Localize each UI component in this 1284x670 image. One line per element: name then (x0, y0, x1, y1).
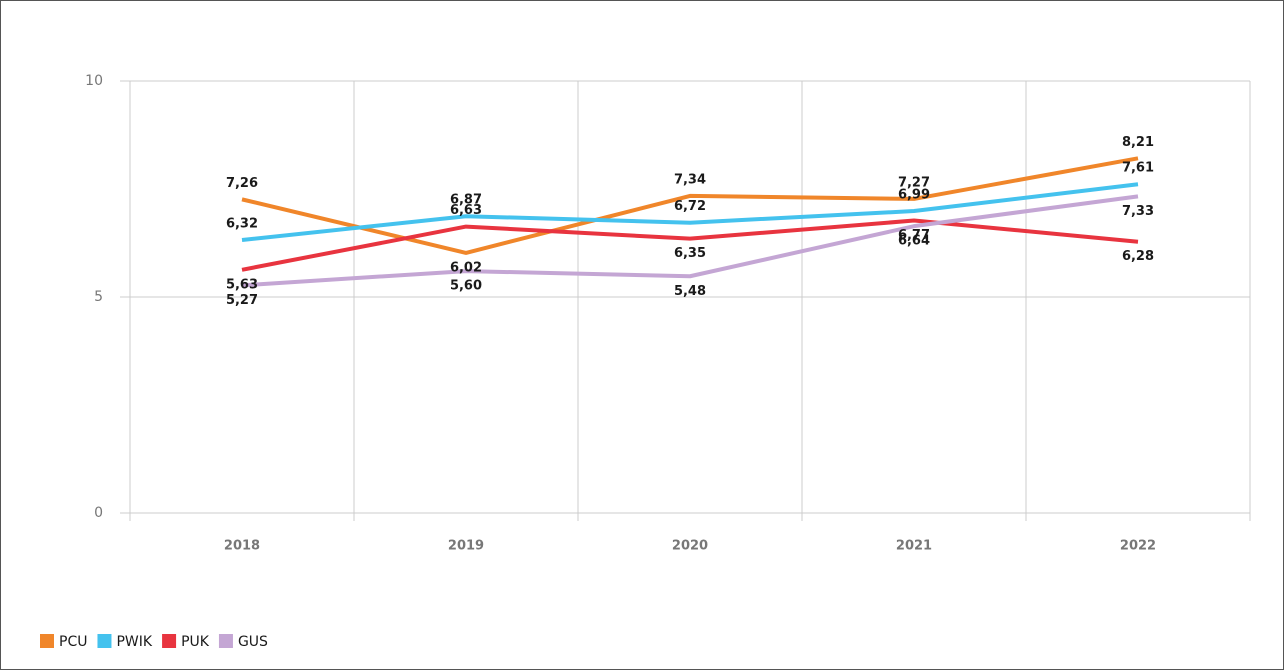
value-label: 6,64 (898, 234, 930, 249)
value-label: 6,72 (674, 199, 706, 214)
line-series (241, 194, 1139, 288)
value-label: 6,87 (450, 193, 482, 208)
legend-label: PCU (59, 634, 87, 650)
legend-label: PWIK (116, 634, 152, 650)
line-series (241, 218, 1139, 272)
x-tick-label: 2022 (1120, 539, 1156, 554)
value-label: 7,33 (1122, 204, 1154, 219)
value-label: 6,35 (674, 246, 706, 261)
legend-label: GUS (238, 634, 268, 650)
value-label: 7,61 (1122, 161, 1154, 176)
line-series (241, 156, 1139, 255)
x-tick-label: 2018 (224, 539, 260, 554)
y-tick-label: 10 (85, 73, 103, 89)
value-label: 7,34 (674, 172, 706, 187)
legend-swatch (40, 634, 54, 648)
x-tick-label: 2019 (448, 539, 484, 554)
value-label: 6,99 (898, 188, 930, 203)
legend-swatch (97, 634, 112, 648)
x-tick-label: 2020 (672, 539, 708, 554)
line-series (241, 182, 1139, 242)
value-label: 5,63 (226, 277, 258, 292)
legend-swatch (218, 634, 233, 648)
y-tick-label: 5 (94, 289, 103, 305)
value-label: 8,21 (1122, 135, 1154, 150)
value-label: 7,26 (226, 176, 258, 191)
x-tick-label: 2021 (896, 539, 932, 554)
value-label: 7,27 (898, 175, 930, 190)
legend-swatch (162, 634, 177, 648)
value-label: 6,28 (1122, 249, 1154, 264)
y-tick-label: 0 (94, 505, 103, 521)
legend-label: PUK (181, 634, 210, 650)
value-label: 5,60 (450, 279, 482, 294)
value-label: 5,27 (226, 293, 258, 308)
value-label: 6,63 (450, 203, 482, 218)
value-label: 6,77 (898, 228, 930, 243)
value-label: 5,48 (674, 284, 706, 299)
value-label: 6,02 (450, 260, 482, 275)
value-label: 6,32 (226, 216, 258, 231)
